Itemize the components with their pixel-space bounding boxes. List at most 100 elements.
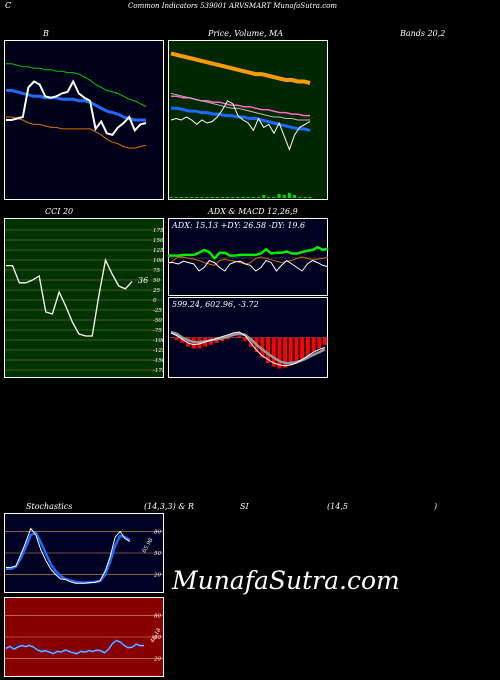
- volume-bar: [169, 197, 173, 198]
- stoch-panel: 80 50 20 65.98: [4, 513, 164, 593]
- volume-bar: [184, 197, 188, 198]
- macd-histogram-bar: [323, 337, 327, 345]
- volume-bar: [241, 197, 245, 198]
- ema-line: [170, 51, 311, 85]
- volume-bar: [282, 195, 286, 198]
- middle-band-line: [6, 88, 146, 122]
- volume-bar: [293, 195, 297, 198]
- cci-last-value: 36: [138, 276, 148, 285]
- cci-tick-label: 75: [153, 268, 160, 274]
- minus-di-line: [168, 256, 328, 266]
- bollinger-chart: [4, 40, 164, 200]
- rsi-tick-label: 80: [154, 613, 161, 619]
- c-label: C: [5, 1, 12, 10]
- macd-histogram-bar: [180, 337, 185, 343]
- cci-tick-label: -150: [153, 358, 164, 364]
- volume-bar: [226, 197, 230, 198]
- cci-tick-label: 0: [153, 298, 157, 304]
- macd-histogram-bar: [226, 337, 230, 340]
- price-line: [6, 79, 147, 136]
- macd-histogram-bar: [231, 337, 236, 338]
- macd-histogram-bar: [243, 337, 248, 342]
- watermark: MunafaSutra.com: [172, 566, 400, 595]
- rsi-tick-label: 20: [153, 657, 161, 663]
- macd-histogram-bar: [294, 337, 299, 363]
- cci-tick-label: 175: [153, 228, 164, 234]
- volume-bar: [221, 197, 224, 198]
- adx-values-label: ADX: 15.13 +DY: 26.58 -DY: 19.6: [171, 221, 305, 230]
- cci-tick-label: -25: [153, 308, 162, 314]
- price-line: [170, 100, 311, 152]
- macd-histogram-bar: [271, 337, 276, 367]
- stoch-tick-label: 50: [154, 551, 161, 557]
- cci-tick-label: -175: [153, 368, 164, 374]
- macd-histogram-bar: [283, 337, 288, 368]
- macd-histogram-bar: [237, 335, 242, 338]
- cci-tick-label: 125: [153, 248, 164, 254]
- macd-line: [170, 331, 326, 367]
- stoch-tick-label: 20: [153, 573, 161, 579]
- macd-histogram-bar: [317, 337, 322, 349]
- volume-bar: [179, 197, 183, 198]
- cci-tick-label: 50: [153, 278, 160, 284]
- volume-bar: [215, 197, 219, 198]
- ma-blue-line: [171, 106, 311, 132]
- volume-bar: [195, 197, 199, 198]
- rsi-tick-label: 50: [154, 635, 161, 641]
- macd-chart: 599.24, 602.96, -3.72: [168, 297, 328, 378]
- price-chart: [168, 40, 328, 200]
- cci-chart: 175 150 125 100 75 50 25 0 -25 -50 -75 -100 -125 -150…: [4, 218, 164, 378]
- bollinger-panel: [4, 40, 164, 200]
- upper-band-line: [6, 63, 147, 108]
- cci-tick-label: -50: [153, 318, 162, 324]
- macd-histogram-bar: [305, 337, 310, 356]
- volume-bar: [231, 197, 235, 198]
- si-params: (14,5: [327, 502, 348, 511]
- price-panel: [168, 40, 328, 200]
- page-title: Common Indicators 539001 ARVSMART Munafa…: [128, 2, 337, 10]
- macd-histogram-bar: [174, 337, 179, 341]
- cci-tick-label: -125: [153, 348, 164, 354]
- plus-di-line: [168, 245, 328, 261]
- macd-histogram-bar: [260, 337, 265, 358]
- cci-line: [6, 257, 133, 337]
- macd-panel: 599.24, 602.96, -3.72: [168, 297, 328, 378]
- volume-bar: [267, 197, 271, 198]
- rsi-panel: 80 50 20 48.18: [4, 597, 164, 677]
- price-label: Price, Volume, MA: [208, 29, 284, 38]
- volume-bar: [303, 197, 307, 198]
- stoch-params: (14,3,3) & R: [144, 502, 194, 511]
- macd-values-label: 599.24, 602.96, -3.72: [172, 300, 259, 309]
- bands-label: Bands 20,2: [400, 29, 446, 38]
- volume-bar: [246, 197, 250, 198]
- adx-panel: ADX: 15.13 +DY: 26.58 -DY: 19.6: [168, 218, 328, 296]
- cci-tick-label: 100: [153, 258, 164, 264]
- volume-bar: [287, 193, 291, 198]
- macd-histogram-bar: [311, 337, 316, 353]
- volume-bar: [236, 197, 240, 198]
- macd-histogram-bar: [186, 337, 191, 347]
- si-label: SI: [240, 502, 249, 511]
- adx-line: [168, 259, 328, 272]
- stoch-k-line: [6, 527, 131, 584]
- macd-histogram-bar: [288, 337, 293, 365]
- stoch-label: Stochastics: [26, 502, 73, 511]
- si-close: ): [434, 502, 438, 511]
- adx-chart: ADX: 15.13 +DY: 26.58 -DY: 19.6: [168, 218, 328, 296]
- stoch-tick-label: 80: [154, 529, 161, 535]
- volume-bar: [210, 197, 214, 198]
- macd-histogram-bar: [266, 337, 270, 364]
- volume-bar: [251, 197, 255, 198]
- volume-bar: [174, 197, 178, 198]
- macd-histogram-bar: [169, 337, 173, 338]
- volume-bar: [277, 194, 281, 198]
- panel-background: [4, 218, 164, 378]
- cci-label: CCI 20: [45, 207, 74, 216]
- volume-bar: [308, 197, 312, 198]
- lower-band-line: [6, 116, 147, 149]
- volume-bar: [190, 197, 194, 198]
- volume-bar: [262, 195, 266, 198]
- rsi-line-highlight: [5, 640, 144, 654]
- volume-bar: [205, 197, 209, 198]
